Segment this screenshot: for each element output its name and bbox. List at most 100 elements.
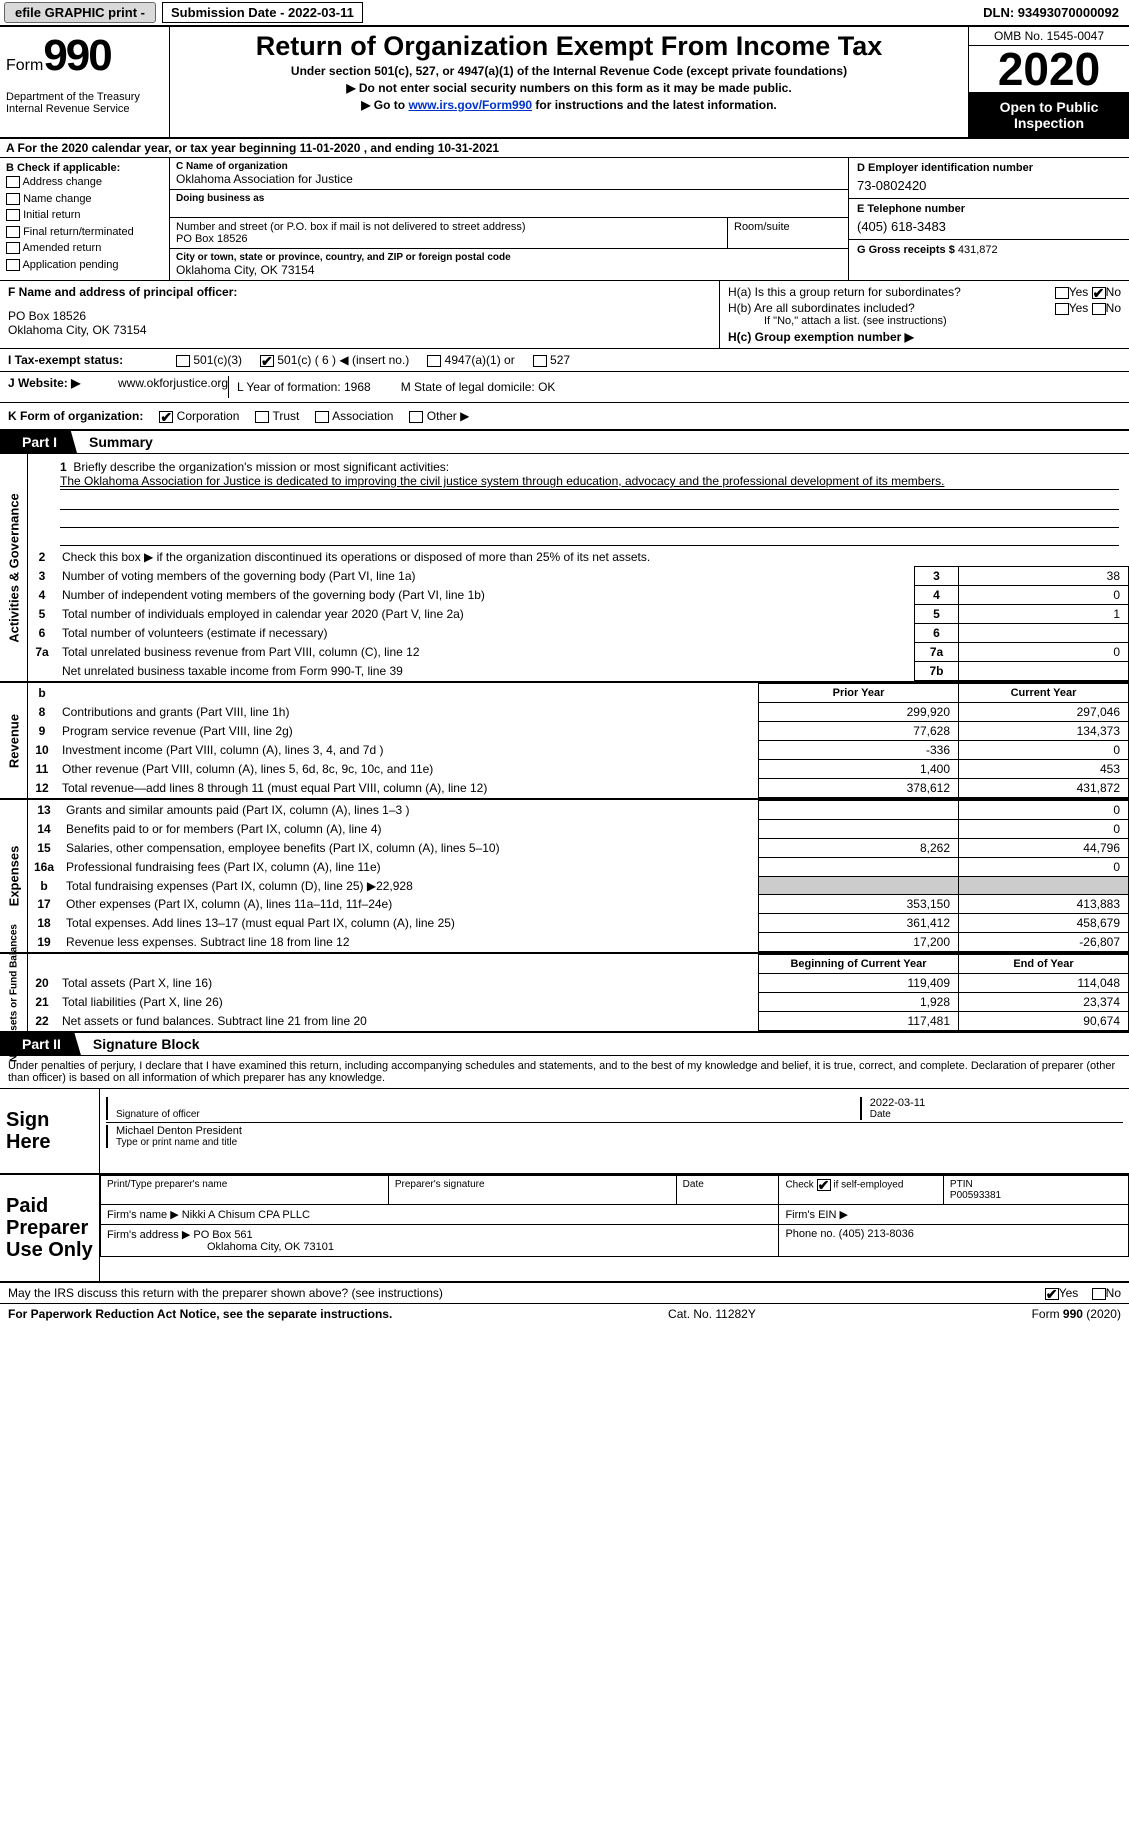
form-number: 990 [43,31,110,80]
chk-527[interactable] [533,355,547,367]
section-net-assets: Net Assets or Fund Balances Beginning of… [0,954,1129,1033]
col-d-right: D Employer identification number 73-0802… [849,158,1129,280]
chk-address-change[interactable]: Address change [6,174,163,191]
chk-pending[interactable]: Application pending [6,257,163,274]
subtitle-1: Under section 501(c), 527, or 4947(a)(1)… [180,64,958,78]
ein-value: 73-0802420 [857,178,1121,193]
chk-trust[interactable] [255,411,269,423]
officer-addr1: PO Box 18526 [8,309,711,323]
table-row: 6Total number of volunteers (estimate if… [28,624,1129,643]
tax-year: 2020 [969,46,1129,93]
table-row: bPrior YearCurrent Year [28,684,1129,703]
identity-block: B Check if applicable: Address change Na… [0,158,1129,281]
chk-assoc[interactable] [315,411,329,423]
mission-block: 1 Briefly describe the organization's mi… [28,454,1129,548]
hb-yes[interactable] [1055,303,1069,315]
ein-label: D Employer identification number [857,162,1121,174]
table-row: 4Number of independent voting members of… [28,586,1129,605]
cat-no: Cat. No. 11282Y [668,1307,756,1321]
sub3-pre: ▶ Go to [361,98,408,112]
street-value: PO Box 18526 [176,233,721,245]
paid-preparer-label: Paid Preparer Use Only [0,1175,100,1281]
table-row: 21Total liabilities (Part X, line 26)1,9… [28,993,1129,1012]
principal-officer: F Name and address of principal officer:… [0,281,720,348]
table-row: 3Number of voting members of the governi… [28,567,1129,586]
k-label: K Form of organization: [8,409,143,423]
website-value: www.okforjustice.org [118,376,228,398]
chk-self-employed[interactable] [817,1179,831,1191]
table-row: 12Total revenue—add lines 8 through 11 (… [28,779,1129,798]
sig-officer-label: Signature of officer [116,1109,852,1120]
chk-name-change[interactable]: Name change [6,191,163,208]
table-row: 2Check this box ▶ if the organization di… [28,548,1129,567]
table-row: Firm's address ▶ PO Box 561 Oklahoma Cit… [101,1225,1129,1257]
chk-501c3[interactable] [176,355,190,367]
sign-here-label: Sign Here [0,1089,100,1173]
mission-text: The Oklahoma Association for Justice is … [60,474,1119,490]
department: Department of the Treasury Internal Reve… [6,91,163,115]
chk-amended[interactable]: Amended return [6,240,163,257]
section-governance: Activities & Governance 1 Briefly descri… [0,454,1129,683]
year-formation: L Year of formation: 1968 [237,380,371,394]
open-inspection: Open to Public Inspection [969,93,1129,137]
chk-other[interactable] [409,411,423,423]
form-header: Form990 Department of the Treasury Inter… [0,27,1129,139]
firm-ein: Firm's EIN ▶ [779,1205,1129,1225]
room-label: Room/suite [734,221,842,233]
part2-title: Signature Block [81,1036,200,1052]
row-i-tax-status: I Tax-exempt status: 501(c)(3) 501(c) ( … [0,349,1129,372]
col-b-checkboxes: B Check if applicable: Address change Na… [0,158,170,280]
table-row: Beginning of Current YearEnd of Year [28,955,1129,974]
governance-table: 2Check this box ▶ if the organization di… [28,548,1129,681]
dln: DLN: 93493070000092 [983,5,1125,20]
prep-date-label: Date [676,1176,779,1205]
chk-501c[interactable] [260,355,274,367]
efile-print-button[interactable]: efile GRAPHIC print - [4,2,156,23]
hb-no[interactable] [1092,303,1106,315]
phone-value: (405) 618-3483 [857,219,1121,234]
pra-notice: For Paperwork Reduction Act Notice, see … [8,1307,392,1321]
table-row: 14Benefits paid to or for members (Part … [28,820,1129,839]
mission-label: Briefly describe the organization's miss… [73,460,449,474]
table-row: 11Other revenue (Part VIII, column (A), … [28,760,1129,779]
section-expenses: Expenses 13Grants and similar amounts pa… [0,800,1129,954]
firm-name: Firm's name ▶ Nikki A Chisum CPA PLLC [101,1205,779,1225]
city-value: Oklahoma City, OK 73154 [176,263,842,277]
discuss-no[interactable] [1092,1288,1106,1300]
table-row: 18Total expenses. Add lines 13–17 (must … [28,914,1129,933]
header-title-block: Return of Organization Exempt From Incom… [170,27,969,137]
part1-title: Summary [77,434,153,450]
expense-table: 13Grants and similar amounts paid (Part … [28,800,1129,952]
chk-final-return[interactable]: Final return/terminated [6,224,163,241]
blank-line-1 [60,492,1119,510]
sig-date: 2022-03-11 [870,1097,1115,1109]
preparer-table: Print/Type preparer's name Preparer's si… [100,1175,1129,1257]
table-row: bTotal fundraising expenses (Part IX, co… [28,877,1129,895]
subtitle-3: ▶ Go to www.irs.gov/Form990 for instruct… [180,98,958,112]
line-a-tax-year: A For the 2020 calendar year, or tax yea… [0,139,1129,158]
table-row: 10Investment income (Part VIII, column (… [28,741,1129,760]
form-title: Return of Organization Exempt From Incom… [180,31,958,62]
i-label: I Tax-exempt status: [8,353,158,367]
table-row: 5Total number of individuals employed in… [28,605,1129,624]
vtab-governance: Activities & Governance [0,454,28,681]
ha-yes[interactable] [1055,287,1069,299]
officer-name: Michael Denton President [116,1125,1115,1137]
sign-here-block: Sign Here Signature of officer 2022-03-1… [0,1089,1129,1175]
org-name: Oklahoma Association for Justice [176,172,842,186]
subtitle-2: ▶ Do not enter social security numbers o… [180,81,958,95]
prep-sig-label: Preparer's signature [388,1176,676,1205]
ha-no[interactable] [1092,287,1106,299]
discuss-label: May the IRS discuss this return with the… [8,1286,443,1300]
form-label: Form [6,57,43,74]
chk-initial-return[interactable]: Initial return [6,207,163,224]
chk-corp[interactable] [159,411,173,423]
chk-4947[interactable] [427,355,441,367]
firm-phone: Phone no. (405) 213-8036 [779,1225,1129,1257]
col-c-org-info: C Name of organization Oklahoma Associat… [170,158,849,280]
ha-label: H(a) Is this a group return for subordin… [728,285,961,299]
vtab-net-assets: Net Assets or Fund Balances [0,954,28,1031]
irs-link[interactable]: www.irs.gov/Form990 [408,98,532,112]
part1-header: Part I Summary [0,431,1129,454]
discuss-yes[interactable] [1045,1288,1059,1300]
